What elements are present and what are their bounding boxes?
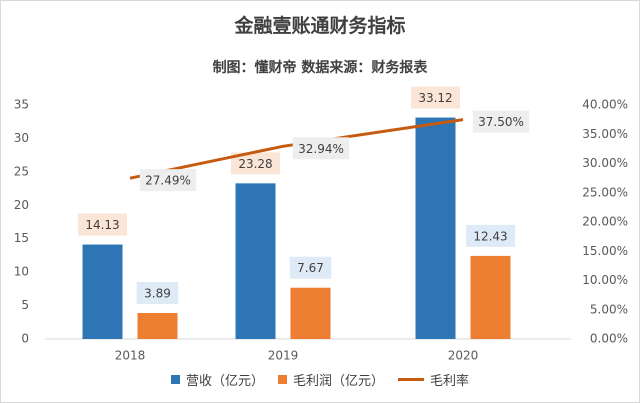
legend-label-margin: 毛利率: [430, 374, 470, 389]
data-label-gross-profit: 3.89: [144, 286, 171, 300]
data-label-margin-bg: [292, 137, 350, 160]
data-label-revenue: 23.28: [238, 157, 272, 171]
bar-gross-profit: [290, 287, 331, 339]
data-label-margin: 32.94%: [298, 142, 344, 156]
y-left-tick-label: 20: [14, 198, 29, 212]
y-right-tick-label: 40.00%: [582, 98, 628, 112]
y-right-tick-label: 10.00%: [582, 273, 628, 287]
y-left-tick-label: 5: [21, 298, 29, 312]
chart-subtitle: 制图：懂财帝 数据来源：财务报表: [212, 60, 428, 76]
y-right-tick-label: 30.00%: [582, 156, 628, 170]
y-left-tick-label: 25: [14, 164, 29, 178]
y-left-tick-label: 30: [14, 131, 29, 145]
y-right-tick-label: 20.00%: [582, 215, 628, 229]
data-label-revenue: 14.13: [85, 218, 119, 232]
data-label-gross-profit: 12.43: [473, 229, 507, 243]
y-right-tick-label: 15.00%: [582, 244, 628, 258]
x-tick-label: 2018: [115, 349, 146, 363]
legend-swatch-margin: [398, 378, 424, 381]
legend-label-revenue: 营收（亿元）: [185, 374, 264, 389]
data-label-margin: 37.50%: [478, 115, 524, 129]
data-label-revenue-bg: [231, 152, 280, 175]
bar-revenue: [82, 244, 123, 339]
data-label-gross-profit-bg: [136, 281, 179, 304]
data-label-gross-profit-bg: [466, 224, 515, 247]
data-label-margin-bg: [139, 169, 197, 192]
chart-legend: 营收（亿元） 毛利润（亿元） 毛利率: [1, 370, 639, 389]
y-left-tick-label: 10: [14, 265, 29, 279]
x-tick-label: 2019: [268, 349, 299, 363]
chart-title: 金融壹账通财务指标: [234, 15, 406, 37]
y-left-tick-label: 35: [14, 98, 29, 112]
y-right-tick-label: 35.00%: [582, 127, 628, 141]
line-gross-margin: [129, 118, 464, 180]
legend-item-revenue: 营收（亿元）: [170, 370, 264, 389]
x-tick-label: 2020: [448, 349, 479, 363]
bar-gross-profit: [470, 255, 511, 339]
bar-revenue: [235, 183, 276, 339]
data-label-revenue: 33.12: [418, 91, 452, 105]
data-label-gross-profit: 7.67: [297, 261, 324, 275]
data-label-gross-profit-bg: [289, 256, 332, 279]
legend-item-margin: 毛利率: [398, 370, 469, 389]
data-label-margin: 27.49%: [145, 174, 191, 188]
data-label-margin-bg: [472, 110, 530, 133]
y-right-tick-label: 5.00%: [590, 302, 628, 316]
data-label-revenue-bg: [78, 213, 127, 236]
legend-swatch-gross-profit: [277, 375, 287, 384]
legend-swatch-revenue: [170, 375, 180, 384]
legend-label-gross-profit: 毛利润（亿元）: [292, 374, 384, 389]
legend-item-gross-profit: 毛利润（亿元）: [277, 370, 384, 389]
y-left-tick-label: 15: [14, 231, 29, 245]
bar-revenue: [415, 117, 456, 339]
bar-gross-profit: [137, 312, 178, 339]
data-label-revenue-bg: [411, 86, 460, 109]
y-right-tick-label: 0.00%: [590, 332, 628, 346]
y-right-tick-label: 25.00%: [582, 185, 628, 199]
y-left-tick-label: 0: [21, 332, 29, 346]
